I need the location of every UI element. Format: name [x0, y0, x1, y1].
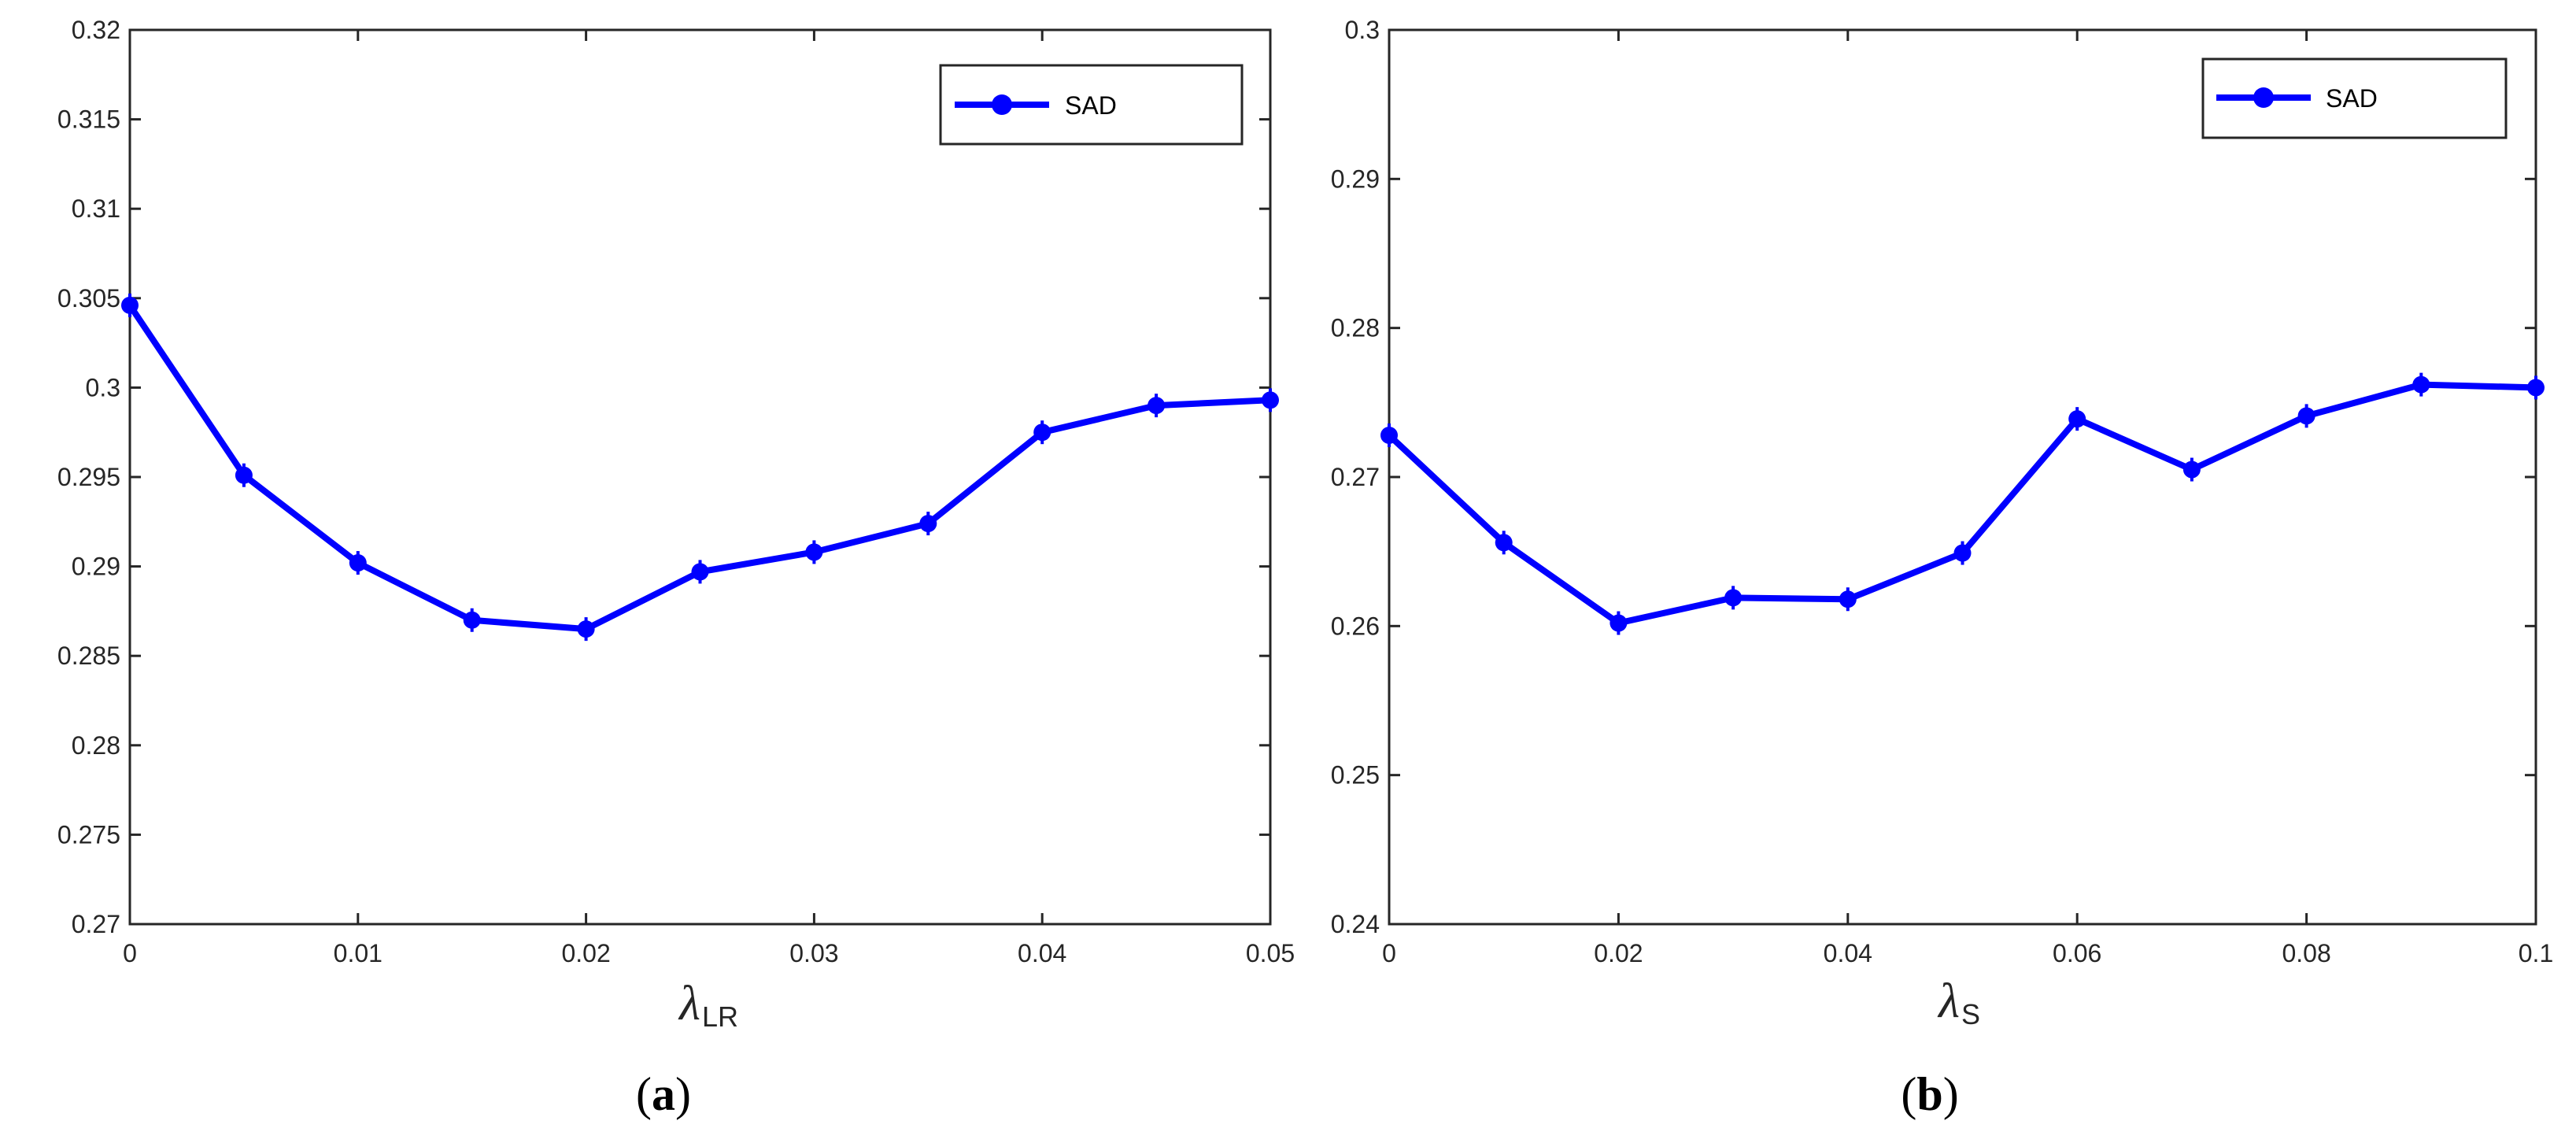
data-point [2527, 379, 2545, 397]
data-point [805, 543, 823, 561]
y-tick-label: 0.26 [1331, 612, 1380, 640]
data-point [1148, 397, 1166, 415]
panel-label-a: (a) [636, 1068, 691, 1120]
data-point [1380, 426, 1398, 444]
data-point [349, 554, 367, 572]
x-tick-label: 0.1 [2519, 939, 2553, 967]
data-point [463, 611, 481, 629]
y-tick-label: 0.27 [72, 910, 120, 938]
legend: SAD [2201, 57, 2508, 139]
x-tick-label: 0.04 [1824, 939, 1872, 967]
x-axis-label-subscript: LR [702, 1000, 738, 1033]
x-tick-label: 0.01 [334, 939, 383, 967]
y-tick-label: 0.27 [1331, 463, 1380, 491]
x-axis-label-subscript: S [1961, 998, 1980, 1030]
y-tick-label: 0.305 [57, 284, 120, 313]
data-point [1610, 614, 1628, 632]
x-tick-label: 0.02 [561, 939, 610, 967]
plot-area [1388, 28, 2537, 926]
x-axis-label: λ [678, 977, 700, 1030]
chart-panel-a: 0.27 0.275 0.28 0.285 0.29 0.295 0.3 0.305 0.31 0… [57, 16, 1295, 1120]
x-tick-label: 0.05 [1246, 939, 1295, 967]
x-tick-label: 0.08 [2282, 939, 2330, 967]
x-axis-symbol: λ [1937, 975, 1960, 1028]
data-point [1033, 423, 1051, 442]
data-point [2297, 407, 2315, 425]
chart-panel-b: 0.24 0.25 0.26 0.27 0.28 0.29 0.3 0 0.02 0.04 0.06… [1331, 16, 2554, 1120]
y-tick-label: 0.29 [72, 553, 120, 581]
data-point [2182, 460, 2201, 479]
data-point [2412, 375, 2430, 394]
y-tick-label: 0.28 [72, 731, 120, 760]
y-tick-label: 0.285 [57, 642, 120, 670]
y-tick-label: 0.31 [72, 194, 120, 223]
data-point [691, 563, 709, 581]
data-point [121, 296, 139, 314]
x-axis-symbol: λ [678, 977, 700, 1030]
x-tick-label: 0.06 [2053, 939, 2101, 967]
legend-marker [992, 94, 1012, 115]
x-tick-label: 0 [1382, 939, 1396, 967]
y-tick-label: 0.24 [1331, 910, 1380, 938]
tick-layer: 0.24 0.25 0.26 0.27 0.28 0.29 0.3 0 0.02 0.04 0.06… [1331, 16, 2554, 967]
series-layer [121, 293, 1279, 642]
data-point [1495, 534, 1513, 552]
legend-label: SAD [1065, 91, 1117, 120]
y-tick-label: 0.3 [86, 373, 120, 401]
series-layer [1380, 372, 2545, 635]
y-tick-label: 0.25 [1331, 761, 1380, 790]
x-tick-label: 0 [123, 939, 137, 967]
x-tick-label: 0.02 [1594, 939, 1643, 967]
data-point [1839, 590, 1857, 608]
y-tick-label: 0.29 [1331, 165, 1380, 193]
data-point [577, 620, 595, 638]
panel-label-b: (b) [1901, 1068, 1958, 1120]
x-axis-label: λ [1937, 975, 1960, 1028]
data-point [919, 515, 937, 533]
y-tick-label: 0.32 [72, 16, 120, 44]
legend-marker [2253, 87, 2274, 108]
y-tick-label: 0.3 [1345, 16, 1380, 44]
x-tick-label: 0.04 [1018, 939, 1066, 967]
data-point [2068, 410, 2086, 428]
plot-area [128, 28, 1272, 926]
legend-label: SAD [2326, 84, 2378, 113]
data-point [1724, 589, 1743, 607]
y-tick-label: 0.295 [57, 463, 120, 491]
data-point [1262, 391, 1279, 409]
x-tick-label: 0.03 [789, 939, 838, 967]
y-tick-label: 0.315 [57, 105, 120, 134]
data-point [235, 466, 253, 484]
tick-layer: 0.27 0.275 0.28 0.285 0.29 0.295 0.3 0.305 0.31 0… [57, 16, 1295, 967]
legend: SAD [939, 64, 1244, 146]
y-tick-label: 0.28 [1331, 314, 1380, 342]
y-tick-label: 0.275 [57, 820, 120, 849]
data-point [1953, 544, 1972, 562]
